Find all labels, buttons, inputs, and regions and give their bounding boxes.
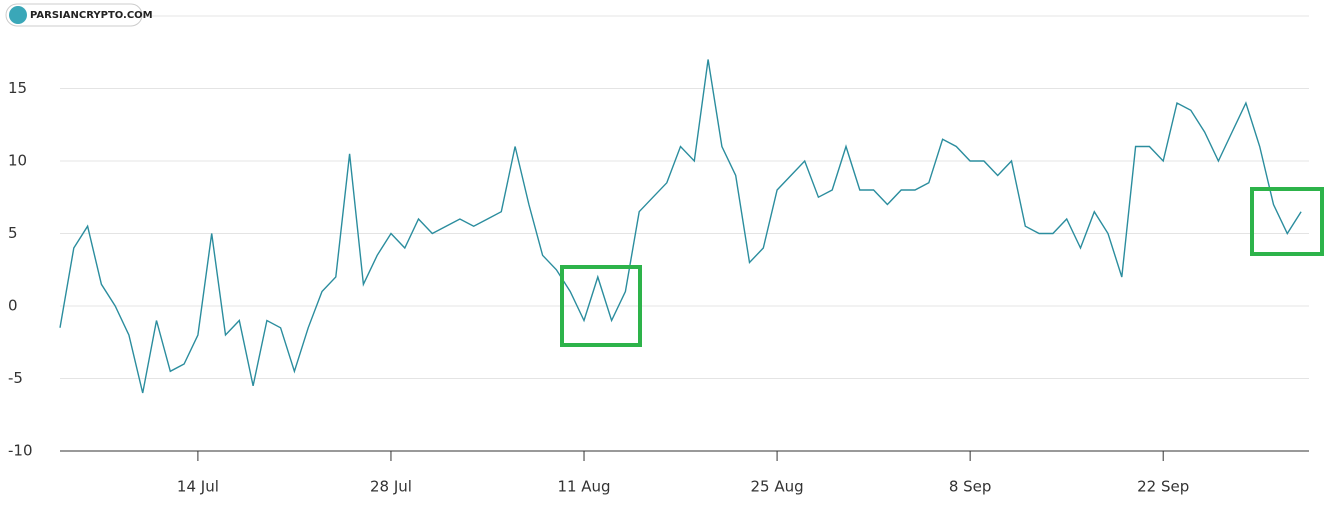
y-tick-label: 0 <box>8 297 18 315</box>
x-tick-label: 22 Sep <box>1137 478 1189 496</box>
watermark: PARSIANCRYPTO.COM <box>5 3 153 27</box>
y-tick-label: 10 <box>8 152 27 170</box>
x-tick-label: 28 Jul <box>370 478 412 496</box>
highlight-box <box>560 265 642 347</box>
x-tick-label: 25 Aug <box>751 478 804 496</box>
watermark-text: PARSIANCRYPTO.COM <box>30 10 153 21</box>
watermark-badge <box>5 3 143 27</box>
highlight-box <box>1250 187 1324 256</box>
x-tick-label: 14 Jul <box>177 478 219 496</box>
line-series <box>59 59 1302 394</box>
x-tick-label: 8 Sep <box>949 478 992 496</box>
x-tick-label: 11 Aug <box>557 478 610 496</box>
y-tick-label: -10 <box>8 442 33 460</box>
y-tick-label: -5 <box>8 369 23 387</box>
watermark-icon <box>9 6 27 24</box>
y-tick-label: 15 <box>8 79 27 97</box>
y-tick-label: 5 <box>8 224 18 242</box>
